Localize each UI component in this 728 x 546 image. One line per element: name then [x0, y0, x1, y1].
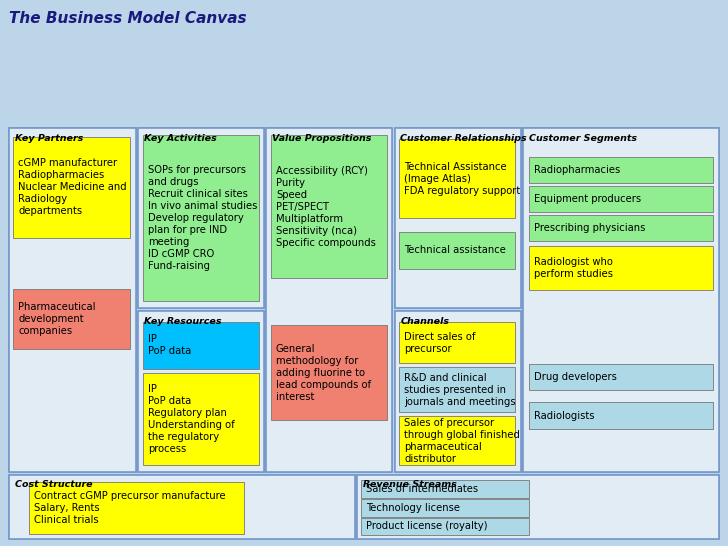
Text: Cost Structure: Cost Structure [15, 480, 92, 489]
FancyBboxPatch shape [13, 289, 130, 349]
Text: Customer Relationships: Customer Relationships [400, 134, 527, 143]
Text: Radiologists: Radiologists [534, 411, 594, 420]
Text: Radiologist who
perform studies: Radiologist who perform studies [534, 257, 613, 279]
Text: cGMP manufacturer
Radiopharmacies
Nuclear Medicine and
Radiology
departments: cGMP manufacturer Radiopharmacies Nuclea… [18, 158, 127, 216]
FancyBboxPatch shape [529, 364, 713, 390]
FancyBboxPatch shape [271, 325, 387, 420]
Text: Key Partners: Key Partners [15, 134, 83, 143]
Text: Direct sales of
precursor: Direct sales of precursor [404, 331, 475, 354]
Text: Accessibility (RCY)
Purity
Speed
PET/SPECT
Multiplatform
Sensitivity (nca)
Speci: Accessibility (RCY) Purity Speed PET/SPE… [276, 166, 376, 248]
FancyBboxPatch shape [395, 128, 521, 308]
FancyBboxPatch shape [13, 136, 130, 238]
FancyBboxPatch shape [143, 373, 259, 465]
FancyBboxPatch shape [361, 499, 529, 517]
Text: Technology license: Technology license [366, 503, 460, 513]
Text: The Business Model Canvas: The Business Model Canvas [9, 11, 246, 26]
FancyBboxPatch shape [399, 139, 515, 218]
Text: Value Propositions: Value Propositions [272, 134, 372, 143]
FancyBboxPatch shape [9, 128, 136, 472]
Text: Channels: Channels [400, 317, 449, 325]
FancyBboxPatch shape [361, 518, 529, 535]
FancyBboxPatch shape [143, 135, 259, 301]
FancyBboxPatch shape [523, 128, 719, 472]
Text: Sales of precursor
through global finished
pharmaceutical
distributor: Sales of precursor through global finish… [404, 418, 520, 464]
Text: Sales of intermediates: Sales of intermediates [366, 484, 478, 494]
Text: Radiopharmacies: Radiopharmacies [534, 165, 620, 175]
Text: R&D and clinical
studies presented in
journals and meetings: R&D and clinical studies presented in jo… [404, 373, 515, 407]
Text: Equipment producers: Equipment producers [534, 194, 641, 204]
FancyBboxPatch shape [399, 322, 515, 363]
Text: Drug developers: Drug developers [534, 372, 617, 382]
FancyBboxPatch shape [529, 157, 713, 183]
Text: Prescribing physicians: Prescribing physicians [534, 223, 645, 233]
FancyBboxPatch shape [143, 322, 259, 369]
FancyBboxPatch shape [271, 135, 387, 278]
Text: Technical Assistance
(Image Atlas)
FDA regulatory support: Technical Assistance (Image Atlas) FDA r… [404, 162, 521, 196]
Text: Key Resources: Key Resources [144, 317, 221, 325]
Text: IP
PoP data: IP PoP data [148, 334, 191, 357]
FancyBboxPatch shape [361, 480, 529, 498]
FancyBboxPatch shape [399, 232, 515, 269]
FancyBboxPatch shape [529, 246, 713, 290]
Text: IP
PoP data
Regulatory plan
Understanding of
the regulatory
process: IP PoP data Regulatory plan Understandin… [148, 384, 234, 454]
FancyBboxPatch shape [29, 482, 244, 534]
Text: Technical assistance: Technical assistance [404, 245, 506, 255]
FancyBboxPatch shape [395, 311, 521, 472]
FancyBboxPatch shape [357, 475, 719, 539]
FancyBboxPatch shape [529, 186, 713, 212]
Text: Product license (royalty): Product license (royalty) [366, 521, 488, 531]
FancyBboxPatch shape [266, 128, 392, 472]
FancyBboxPatch shape [138, 311, 264, 472]
FancyBboxPatch shape [529, 215, 713, 241]
FancyBboxPatch shape [9, 475, 355, 539]
Text: Customer Segments: Customer Segments [529, 134, 636, 143]
Text: Pharmaceutical
development
companies: Pharmaceutical development companies [18, 302, 95, 336]
Text: Key Activities: Key Activities [144, 134, 217, 143]
FancyBboxPatch shape [399, 416, 515, 465]
Text: SOPs for precursors
and drugs
Recruit clinical sites
In vivo animal studies
Deve: SOPs for precursors and drugs Recruit cl… [148, 165, 257, 271]
Text: General
methodology for
adding fluorine to
lead compounds of
interest: General methodology for adding fluorine … [276, 343, 371, 402]
FancyBboxPatch shape [138, 128, 264, 308]
FancyBboxPatch shape [399, 367, 515, 412]
Text: Contract cGMP precursor manufacture
Salary, Rents
Clinical trials: Contract cGMP precursor manufacture Sala… [34, 491, 226, 525]
Text: Revenue Streams: Revenue Streams [363, 480, 456, 489]
FancyBboxPatch shape [529, 402, 713, 429]
